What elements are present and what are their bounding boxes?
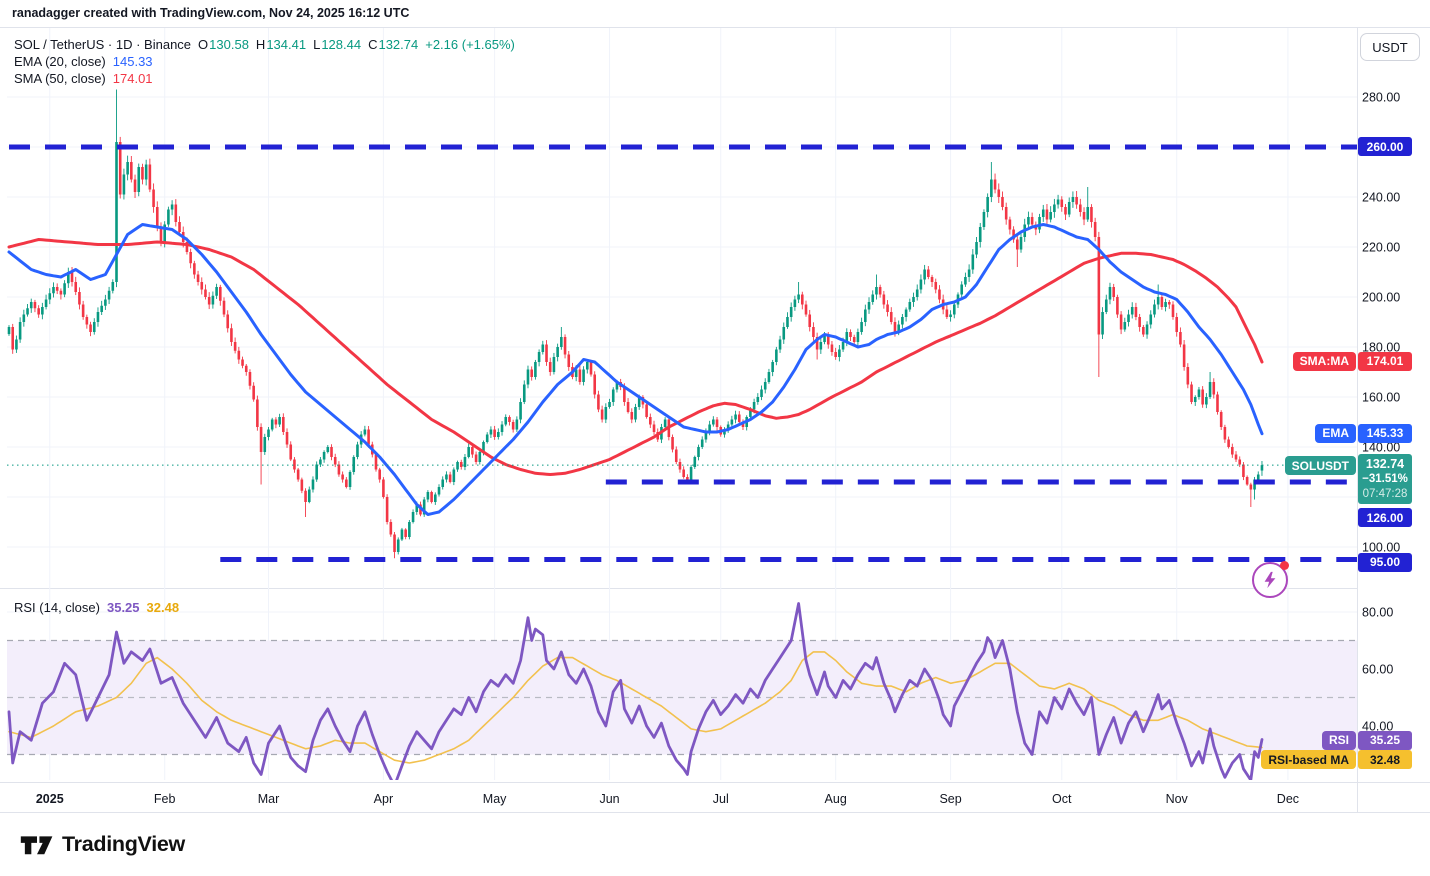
svg-text:Jun: Jun [599, 792, 619, 806]
notification-dot [1280, 561, 1289, 570]
rsi-label: RSI (14, close) [14, 600, 100, 615]
time-scale[interactable] [0, 783, 1357, 812]
svg-text:140.00: 140.00 [1362, 441, 1400, 455]
open-value: 130.58 [209, 37, 249, 52]
svg-text:Nov: Nov [1166, 792, 1189, 806]
sma-name-pill: SMA:MA [1292, 351, 1356, 371]
sma-price-label: 174.01 [1358, 351, 1412, 371]
svg-text:60.00: 60.00 [1362, 663, 1393, 677]
symbol-change-percent: −31.51% [1362, 473, 1408, 486]
price-axis-border [1357, 28, 1358, 812]
symbol-last-price: 132.74 [1365, 457, 1405, 472]
svg-text:Feb: Feb [154, 792, 176, 806]
low-label: L [313, 37, 321, 52]
svg-text:80.00: 80.00 [1362, 606, 1393, 620]
svg-text:Mar: Mar [258, 792, 280, 806]
low-value: 128.44 [321, 37, 362, 52]
rsi-ma-name-pill: RSI-based MA [1261, 750, 1356, 770]
widget-bottom-border [0, 812, 1430, 813]
level-126-label: 126.00 [1358, 508, 1412, 528]
svg-text:Apr: Apr [374, 792, 393, 806]
pane-divider[interactable] [0, 588, 1357, 589]
ema-value: 145.33 [112, 54, 153, 69]
tradingview-logo[interactable]: TradingView [20, 831, 185, 858]
close-label: C [368, 37, 378, 52]
svg-text:100.00: 100.00 [1362, 541, 1400, 555]
svg-text:220.00: 220.00 [1362, 241, 1400, 255]
rsi-value: 35.25 [106, 600, 140, 615]
svg-text:240.00: 240.00 [1362, 191, 1400, 205]
svg-text:40.00: 40.00 [1362, 720, 1393, 734]
level-95-label: 95.00 [1358, 552, 1412, 572]
svg-text:Sep: Sep [939, 792, 961, 806]
svg-text:Oct: Oct [1052, 792, 1072, 806]
attribution-text: ranadagger created with TradingView.com,… [12, 6, 410, 20]
rsi-name-pill: RSI [1321, 730, 1356, 750]
time-axis-border [0, 782, 1430, 783]
ema-label: EMA (20, close) [14, 54, 106, 69]
sma-label: SMA (50, close) [14, 71, 106, 86]
symbol-legend[interactable]: SOL / TetherUS · 1D · Binance O130.58 H134… [14, 37, 515, 52]
symbol-price-block: 132.74 −31.51% 07:47:28 [1358, 454, 1412, 505]
svg-text:160.00: 160.00 [1362, 391, 1400, 405]
svg-text:180.00: 180.00 [1362, 341, 1400, 355]
rsi-legend[interactable]: RSI (14, close) 35.25 32.48 [14, 600, 179, 615]
widget-top-border [0, 27, 1430, 28]
sma-value: 174.01 [112, 71, 153, 86]
svg-text:2025: 2025 [36, 792, 64, 806]
close-value: 132.74 [378, 37, 419, 52]
symbol-name-pill: SOLUSDT [1284, 456, 1356, 476]
svg-text:Dec: Dec [1277, 792, 1299, 806]
symbol-title: SOL / TetherUS · 1D · Binance [14, 37, 192, 52]
open-label: O [198, 37, 209, 52]
bar-countdown: 07:47:28 [1362, 488, 1408, 501]
rsi-ma-value-label: 32.48 [1358, 750, 1412, 770]
svg-text:280.00: 280.00 [1362, 91, 1400, 105]
high-value: 134.41 [266, 37, 307, 52]
svg-text:Aug: Aug [825, 792, 847, 806]
ema-name-pill: EMA [1315, 423, 1356, 443]
high-label: H [255, 37, 266, 52]
svg-text:Jul: Jul [713, 792, 729, 806]
lightning-icon [1264, 571, 1276, 589]
ema-legend[interactable]: EMA (20, close) 145.33 [14, 54, 153, 69]
tradingview-mark-icon [20, 836, 53, 855]
level-260-label: 260.00 [1358, 137, 1412, 156]
svg-text:200.00: 200.00 [1362, 291, 1400, 305]
tradingview-wordmark: TradingView [62, 832, 185, 856]
ema-price-label: 145.33 [1358, 423, 1412, 443]
svg-text:May: May [483, 792, 507, 806]
rsi-ma-value: 32.48 [146, 600, 180, 615]
currency-unit-button[interactable]: USDT [1360, 33, 1420, 61]
sma-legend[interactable]: SMA (50, close) 174.01 [14, 71, 153, 86]
change-value: +2.16 (+1.65%) [425, 37, 515, 52]
rsi-value-label: 35.25 [1358, 730, 1412, 750]
boost-icon[interactable] [1252, 561, 1289, 598]
